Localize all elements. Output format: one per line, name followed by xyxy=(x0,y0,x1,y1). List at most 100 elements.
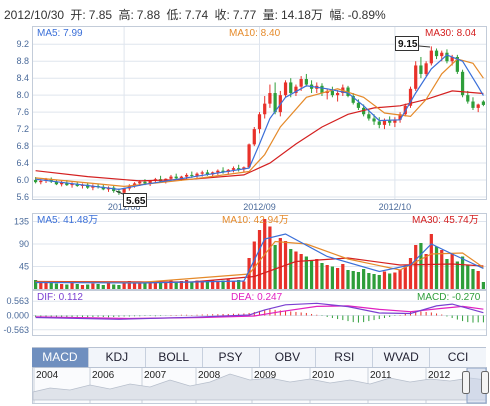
tab-rsi[interactable]: RSI xyxy=(316,348,374,367)
candle-body xyxy=(367,114,371,119)
navigator-year-label: 2007 xyxy=(144,370,167,381)
volume-bar xyxy=(153,281,157,289)
dea-legend: DEA: 0.247 xyxy=(231,292,283,303)
price-tick-label: 6.8 xyxy=(16,141,29,151)
price-tick-label: 6.0 xyxy=(16,175,29,185)
open-value: 7.85 xyxy=(88,8,113,22)
macd-lines xyxy=(35,302,484,320)
volume-bar xyxy=(158,282,163,289)
price-tick-label: 5.6 xyxy=(16,192,29,202)
volume-bar xyxy=(106,283,111,289)
volume-bar xyxy=(70,283,74,289)
navigator-year-label: 2012 xyxy=(428,370,451,381)
candle-body xyxy=(289,82,293,94)
price-tick-label: 7.2 xyxy=(16,124,29,134)
tab-obv[interactable]: OBV xyxy=(259,348,317,367)
candle-body xyxy=(174,176,178,179)
volume-bar xyxy=(101,285,105,289)
candle-body xyxy=(424,63,428,74)
volume-bar xyxy=(388,273,392,289)
price-tick-label: 7.6 xyxy=(16,107,29,117)
candle-body xyxy=(351,96,355,103)
dif-legend: DIF: 0.112 xyxy=(37,292,83,303)
volume-bar xyxy=(450,253,454,289)
volume-bar xyxy=(80,285,85,289)
quote-header: 2012/10/30 开: 7.85 高: 7.88 低: 7.74 收: 7.77 量… xyxy=(4,6,389,23)
volume-bar xyxy=(445,259,449,289)
volume-tick-label: 45 xyxy=(19,262,29,272)
tab-macd[interactable]: MACD xyxy=(32,348,89,367)
volume-ma30-legend: MA30: 45.74万 xyxy=(412,215,479,226)
candle-body xyxy=(429,50,433,64)
volume-bar xyxy=(309,260,314,289)
tab-boll[interactable]: BOLL xyxy=(145,348,203,367)
volume-bar xyxy=(65,284,69,289)
candle-body xyxy=(237,168,241,170)
volume-bar xyxy=(429,234,433,289)
volume-bar xyxy=(242,281,246,289)
volume-bar xyxy=(278,238,282,289)
volume-bar xyxy=(315,259,319,289)
candle-body xyxy=(445,52,449,62)
volume-tick-label: 90 xyxy=(19,239,29,249)
price-ma30-line xyxy=(35,90,484,182)
date-tick-label: 2012/09 xyxy=(243,202,276,212)
candle-body xyxy=(393,119,397,123)
candle-body xyxy=(138,181,142,184)
date-tick-label: 2012/10 xyxy=(379,202,412,212)
volume-bar xyxy=(205,281,210,289)
navigator-left-handle[interactable] xyxy=(462,371,470,394)
close-label: 收: xyxy=(214,8,230,22)
volume-bar xyxy=(351,271,355,289)
candle-body xyxy=(320,85,324,94)
candle-body xyxy=(231,168,236,170)
candle-body xyxy=(294,86,298,94)
candle-body xyxy=(330,90,335,96)
volume-bar xyxy=(440,250,444,289)
volume-label: 量: xyxy=(262,8,278,22)
tab-psy[interactable]: PSY xyxy=(202,348,260,367)
tab-cci[interactable]: CCI xyxy=(430,348,486,367)
candle-body xyxy=(408,88,413,106)
candle-body xyxy=(372,118,376,122)
navigator-year-label: 2011 xyxy=(370,370,392,381)
macd-tick-label: -0.563 xyxy=(3,325,29,335)
min-price-label: 5.65 xyxy=(126,196,146,207)
candle-body xyxy=(216,170,220,173)
volume-bar xyxy=(91,283,95,289)
change-label: 幅: xyxy=(329,8,345,22)
candle-body xyxy=(388,120,392,123)
candle-body xyxy=(273,93,277,113)
candle-body xyxy=(460,71,465,96)
close-value: 7.77 xyxy=(232,8,257,22)
candle-body xyxy=(169,176,173,179)
tab-wvad[interactable]: WVAD xyxy=(373,348,431,367)
candle-body xyxy=(65,182,69,186)
volume-bar xyxy=(330,266,335,289)
volume-bar xyxy=(393,272,397,289)
candle-body xyxy=(148,180,152,184)
volume-bar xyxy=(294,251,298,289)
volume-bar xyxy=(408,258,413,289)
candle-body xyxy=(476,104,480,108)
high-value: 7.88 xyxy=(136,8,161,22)
candle-body xyxy=(419,65,423,74)
volume-bar xyxy=(398,270,402,289)
navigator-right-handle[interactable] xyxy=(481,371,489,394)
change-value: -0.89% xyxy=(347,8,386,22)
candle-body xyxy=(377,121,381,125)
volume-bar xyxy=(195,280,199,289)
tab-kdj[interactable]: KDJ xyxy=(88,348,146,367)
volume-bar xyxy=(299,254,303,289)
candle-body xyxy=(143,181,147,184)
volume-bar xyxy=(434,246,439,289)
volume-bar xyxy=(49,282,53,289)
volume-bar xyxy=(362,269,366,289)
indicator-tabs: MACD KDJ BOLL PSY OBV RSI WVAD CCI xyxy=(32,347,486,368)
volume-bar xyxy=(174,282,178,289)
volume-bar xyxy=(325,265,329,289)
candle-body xyxy=(205,172,210,175)
volume-bar xyxy=(39,281,43,289)
